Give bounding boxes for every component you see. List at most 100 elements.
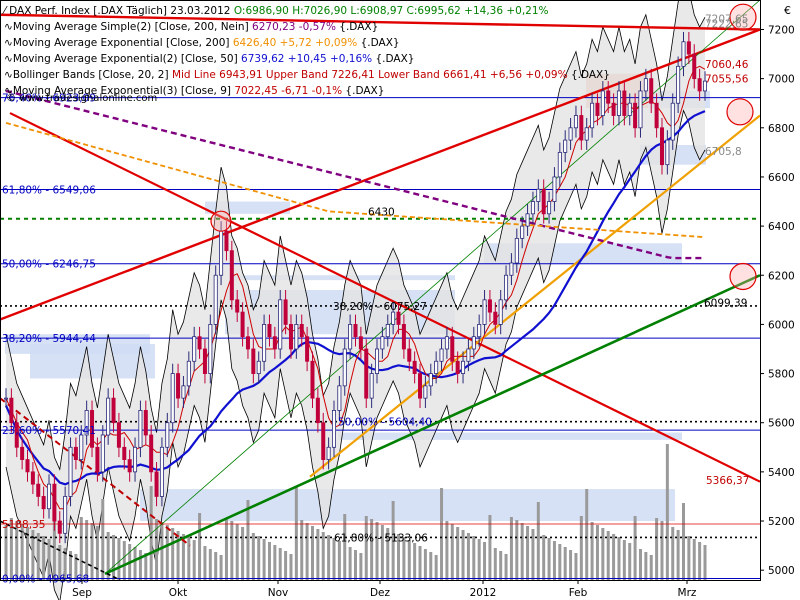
candle-body xyxy=(375,348,380,374)
volume-bar xyxy=(359,553,363,580)
candle-body xyxy=(186,360,191,387)
candle-body xyxy=(547,201,552,215)
volume-bar xyxy=(9,518,13,580)
y-tick-label: 5600 xyxy=(768,418,795,430)
candle-body xyxy=(616,90,621,116)
ema200-line xyxy=(5,122,706,239)
level-label-lvl_6430: 6430 xyxy=(368,206,395,218)
candle-body xyxy=(482,299,487,325)
volume-bar xyxy=(208,549,212,580)
level-label-lvl_7222: 7222,65 xyxy=(705,18,748,30)
candle-body xyxy=(670,102,675,141)
candle-body xyxy=(68,446,73,497)
candle-body xyxy=(25,459,30,473)
candle-body xyxy=(256,360,261,374)
candle-body xyxy=(428,373,433,387)
volume-bar xyxy=(499,551,503,580)
level-label-lvl_7207: 7207,65 xyxy=(705,13,748,25)
zone-band xyxy=(140,489,675,522)
volume-bar xyxy=(144,553,148,580)
volume-bar xyxy=(160,522,164,580)
candle-body xyxy=(364,348,369,399)
level-label-fib_6180: 61,80% - 6549,06 xyxy=(2,184,96,196)
x-tick-label: Sep xyxy=(72,587,92,599)
volume-bar xyxy=(547,538,551,580)
volume-bar xyxy=(676,530,680,580)
candle-body xyxy=(520,225,525,239)
volume-bar xyxy=(122,541,126,580)
volume-bar xyxy=(117,538,121,580)
volume-bar xyxy=(95,526,99,580)
marker-circle xyxy=(210,210,232,232)
volume-bar xyxy=(112,535,116,580)
candle-body xyxy=(192,336,197,362)
y-tick-label: 7000 xyxy=(768,74,795,86)
candle-body xyxy=(509,262,514,276)
volume-bar xyxy=(273,545,277,580)
candle-body xyxy=(444,336,449,350)
indicator-legend: ⁄ DAX Perf. Index [.DAX Täglich] 23.03.2… xyxy=(4,3,610,99)
curve-icon: ∿ xyxy=(4,53,13,65)
candle-body xyxy=(133,446,138,473)
y-tick-label: 6600 xyxy=(768,172,795,184)
candle-body xyxy=(703,80,708,92)
volume-bar xyxy=(595,525,599,580)
volume-bar xyxy=(267,542,271,580)
volume-bar xyxy=(536,502,540,580)
volume-bar xyxy=(47,539,51,580)
y-tick-label: 5400 xyxy=(768,467,795,479)
zone-band xyxy=(230,275,455,281)
level-label-mid_5000: 50,00% - 5604,40 xyxy=(338,417,432,429)
volume-bar xyxy=(348,547,352,580)
volume-bar xyxy=(402,537,406,580)
volume-bar xyxy=(354,550,357,580)
volume-bar xyxy=(601,528,605,580)
volume-bar xyxy=(289,554,293,580)
legend-sma200: ∿Moving Average Simple(2) [Close, 200, N… xyxy=(4,21,379,33)
volume-bar xyxy=(176,531,180,580)
candle-body xyxy=(127,459,132,473)
candle-body xyxy=(30,471,35,485)
candle-body xyxy=(643,78,648,92)
volume-bar xyxy=(617,537,621,580)
level-label-mid_3820: 38,20% - 6075,27 xyxy=(333,301,427,313)
candle-body xyxy=(450,336,455,362)
candle-body xyxy=(611,102,616,116)
candle-body xyxy=(310,360,315,399)
volume-bar xyxy=(563,547,567,580)
level-label-fib_5000: 50,00% - 6246,75 xyxy=(2,259,96,271)
legend-ema200: ∿Moving Average Exponential [Close, 200]… xyxy=(4,37,400,49)
volume-bar xyxy=(235,524,239,580)
level-label-fib_7640: 76,40% - 6923,09 xyxy=(2,93,96,105)
volume-bar xyxy=(246,500,250,580)
volume-bar xyxy=(520,523,524,580)
y-tick-label: 7200 xyxy=(768,24,795,36)
volume-bar xyxy=(300,520,304,580)
volume-bar xyxy=(327,535,331,580)
candle-body xyxy=(9,397,14,424)
volume-bar xyxy=(413,543,417,580)
candle-body xyxy=(79,434,84,460)
candle-body xyxy=(305,336,310,362)
candle-body xyxy=(697,78,702,92)
candle-body xyxy=(122,446,127,460)
volume-bar xyxy=(698,542,702,580)
volume-bar xyxy=(4,525,8,580)
x-tick-label: Mrz xyxy=(678,587,697,599)
volume-bar xyxy=(622,540,626,580)
volume-bar xyxy=(429,552,433,580)
candle-body xyxy=(170,373,175,424)
volume-bar xyxy=(407,540,411,580)
candle-body xyxy=(536,188,541,202)
level-labels: 76,40% - 6923,09 61,80% - 6549,06 50,00% -… xyxy=(2,13,749,585)
candle-body xyxy=(348,324,353,350)
candle-body xyxy=(4,397,9,400)
candle-body xyxy=(262,324,267,362)
volume-bar xyxy=(241,527,245,580)
volume-bar xyxy=(58,545,62,580)
volume-bar xyxy=(703,545,707,580)
candle-body xyxy=(498,299,503,325)
y-tick-label: 6000 xyxy=(768,319,795,331)
volume-bar xyxy=(133,547,137,580)
candle-body xyxy=(245,336,250,350)
